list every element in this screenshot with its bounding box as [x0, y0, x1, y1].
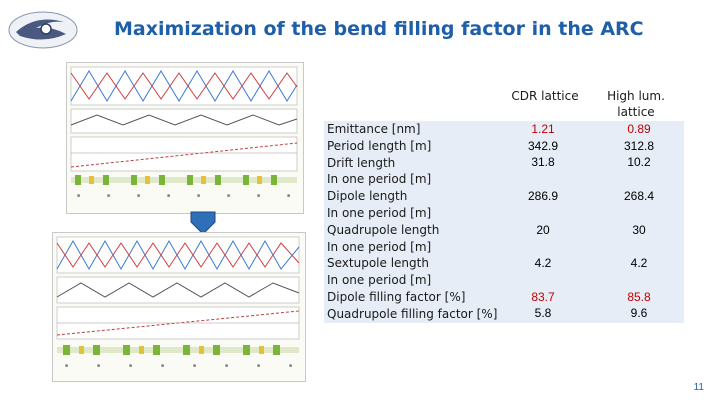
cdr-drift-length: 31.8: [531, 155, 555, 169]
svg-text:■: ■: [77, 193, 80, 199]
svg-text:■: ■: [65, 363, 68, 369]
lattice-plot-bottom: ■ ■ ■ ■ ■ ■ ■ ■: [52, 232, 306, 382]
row-label: In one period [m]: [327, 205, 432, 220]
row-label: Dipole length: [327, 189, 408, 204]
svg-text:■: ■: [227, 193, 230, 199]
hl-period-length: 312.8: [623, 139, 655, 153]
row-label: Sextupole length: [327, 256, 429, 271]
hl-dipole-length: 268.4: [623, 189, 655, 203]
svg-text:■: ■: [167, 193, 170, 199]
header-high-lum-lattice: High lum. lattice: [607, 89, 665, 119]
svg-text:■: ■: [129, 363, 132, 369]
row-label: Dipole filling factor [%]: [327, 289, 466, 304]
svg-text:■: ■: [107, 193, 110, 199]
cdr-period-length: 342.9: [527, 139, 559, 153]
svg-text:■: ■: [287, 193, 290, 199]
svg-text:■: ■: [225, 363, 228, 369]
lattice-plot-top: ■ ■ ■ ■ ■ ■ ■ ■: [66, 62, 304, 214]
hl-drift-length: 10.2: [627, 155, 651, 169]
cdr-sextupole-length: 4.2: [534, 256, 552, 270]
svg-text:■: ■: [197, 193, 200, 199]
svg-text:■: ■: [289, 363, 292, 369]
row-label: Emittance [nm]: [327, 122, 421, 136]
svg-text:■: ■: [193, 363, 196, 369]
page-number: 11: [693, 382, 704, 393]
beta-function-chart-bottom: ■ ■ ■ ■ ■ ■ ■ ■: [56, 236, 300, 369]
row-label: In one period [m]: [327, 172, 432, 187]
row-label: In one period [m]: [327, 273, 432, 288]
parameter-labels: Emittance [nm] Period length [m] Drift l…: [324, 121, 498, 323]
cdr-emittance: 1.21: [531, 122, 555, 136]
svg-text:■: ■: [257, 363, 260, 369]
row-label: Drift length: [327, 155, 396, 170]
cdr-quadrupole-length: 20: [536, 223, 550, 237]
svg-text:■: ■: [97, 363, 100, 369]
row-label: Quadrupole filling factor [%]: [327, 306, 498, 321]
svg-text:■: ■: [161, 363, 164, 369]
row-label: Period length [m]: [327, 138, 432, 153]
hl-dipole-filling: 85.8: [627, 290, 651, 304]
beta-function-chart-top: ■ ■ ■ ■ ■ ■ ■ ■: [70, 66, 298, 199]
down-arrow-icon: [190, 211, 216, 235]
cdr-dipole-filling: 83.7: [531, 290, 555, 304]
hl-quadrupole-length: 30: [632, 223, 646, 237]
svg-text:■: ■: [137, 193, 140, 199]
hl-sextupole-length: 4.2: [630, 256, 648, 270]
cdr-quadrupole-filling: 5.8: [534, 306, 552, 320]
table-band: [494, 121, 684, 323]
hl-emittance: 0.89: [627, 122, 651, 136]
cdr-dipole-length: 286.9: [527, 189, 559, 203]
slide-title: Maximization of the bend filling factor …: [114, 18, 644, 40]
header-cdr-lattice: CDR lattice: [511, 89, 579, 103]
institute-logo: [8, 11, 78, 49]
row-label: In one period [m]: [327, 239, 432, 254]
hl-quadrupole-filling: 9.6: [630, 306, 648, 320]
row-label: Quadrupole length: [327, 222, 440, 237]
svg-text:■: ■: [257, 193, 260, 199]
